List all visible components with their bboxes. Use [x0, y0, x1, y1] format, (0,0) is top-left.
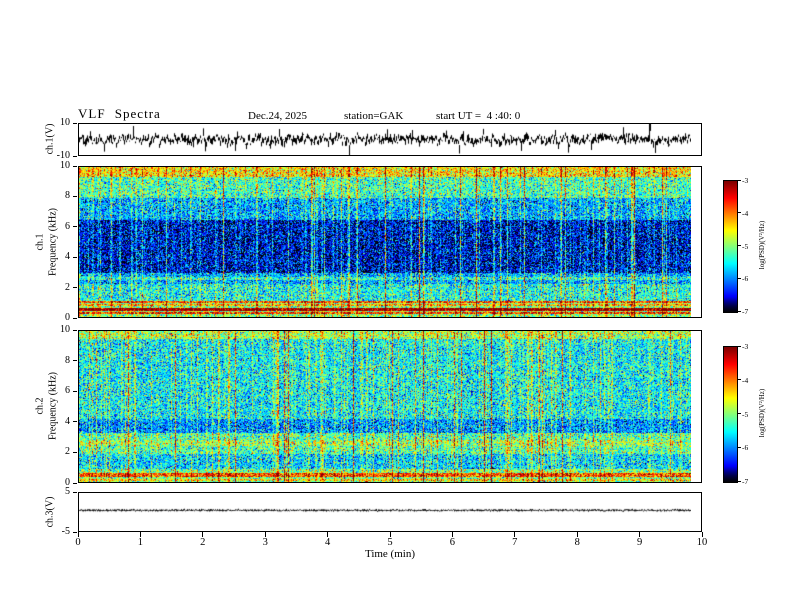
tick-label: 2 [200, 537, 206, 548]
ch1-spectrogram-canvas [79, 167, 691, 317]
tick-label: 4 [65, 251, 70, 263]
tick-label: 8 [65, 190, 70, 202]
tick-mark [264, 532, 266, 537]
tick-mark [639, 532, 641, 537]
tick-mark [73, 329, 77, 331]
ch1-colorbar [723, 180, 738, 313]
tick-mark [73, 155, 77, 157]
tick-label: -10 [56, 150, 70, 161]
tick-label: 0 [65, 477, 70, 488]
ch1-waveform-canvas [79, 124, 691, 155]
tick-mark [73, 256, 77, 258]
tick-mark [202, 532, 204, 537]
tick-label: 5 [387, 537, 393, 548]
tick-label: -5 [742, 409, 749, 419]
tick-label: 8 [574, 537, 580, 548]
tick-mark [73, 451, 77, 453]
tick-mark [738, 245, 741, 246]
tick-mark [73, 491, 77, 493]
tick-label: 3 [262, 537, 268, 548]
tick-mark [738, 179, 741, 181]
tick-label: 9 [636, 537, 643, 548]
tick-label: 10 [60, 324, 70, 335]
tick-label: 10 [696, 537, 708, 548]
tick-label: -3 [742, 342, 749, 351]
tick-label: 8 [65, 354, 70, 366]
tick-mark [73, 195, 77, 197]
tick-mark [738, 446, 741, 448]
ch2-spec-ylabel: Frequency (kHz) [47, 371, 59, 441]
tick-mark [701, 532, 703, 537]
tick-label: 6 [65, 220, 70, 232]
tick-mark [738, 310, 741, 312]
tick-label: 0 [75, 537, 81, 548]
tick-mark [738, 480, 741, 482]
tick-mark [73, 226, 77, 228]
tick-mark [576, 532, 578, 537]
tick-label: 10 [60, 117, 70, 128]
ch3-wave-ylabel: ch.3(V) [44, 496, 56, 528]
tick-mark [139, 532, 141, 537]
ch2-spec-channel-label: ch.2 [34, 397, 46, 415]
ch3-waveform-canvas [79, 493, 691, 531]
tick-mark [451, 532, 453, 537]
tick-label: -5 [61, 526, 70, 537]
tick-mark [327, 532, 329, 537]
tick-mark [514, 532, 516, 537]
tick-label: -5 [742, 241, 749, 251]
tick-label: 2 [65, 281, 70, 293]
tick-label: 1 [137, 537, 144, 548]
start-ut-label: start UT = 4 :40: 0 [436, 110, 521, 122]
tick-label: 0 [65, 312, 70, 323]
tick-label: 4 [324, 537, 331, 548]
tick-label: -7 [742, 307, 749, 316]
tick-mark [738, 379, 741, 381]
tick-mark [73, 531, 77, 533]
page-title: VLF Spectra [78, 106, 161, 121]
tick-mark [73, 390, 77, 392]
x-axis-label: Time (min) [364, 548, 415, 560]
tick-label: 10 [60, 160, 70, 171]
tick-mark [77, 532, 79, 537]
ch2-spectrogram-canvas [79, 331, 691, 482]
tick-label: 2 [65, 446, 70, 458]
tick-label: 7 [512, 537, 518, 548]
date-label: Dec.24, 2025 [248, 110, 307, 122]
tick-label: -3 [742, 176, 749, 185]
tick-mark [73, 317, 77, 319]
tick-label: -6 [742, 274, 749, 284]
tick-mark [738, 345, 741, 347]
tick-label: 4 [65, 415, 70, 427]
tick-label: -7 [742, 477, 749, 486]
tick-label: 6 [449, 537, 456, 548]
ch2-colorbar [723, 346, 738, 483]
tick-mark [738, 277, 741, 279]
tick-mark [389, 532, 391, 537]
tick-label: -4 [742, 208, 749, 218]
tick-mark [738, 212, 741, 214]
tick-label: -6 [742, 443, 749, 453]
tick-mark [738, 413, 741, 414]
station-label: station=GAK [344, 110, 404, 122]
tick-label: -4 [742, 375, 749, 385]
tick-label: 6 [65, 385, 70, 397]
tick-label: 5 [65, 486, 70, 497]
tick-mark [73, 287, 77, 289]
tick-mark [73, 122, 77, 124]
ch1-spec-channel-label: ch.1 [34, 233, 46, 251]
tick-mark [73, 421, 77, 423]
tick-mark [73, 360, 77, 362]
tick-mark [73, 165, 77, 167]
tick-mark [73, 482, 77, 484]
ch1-spec-ylabel: Frequency (kHz) [47, 207, 59, 277]
